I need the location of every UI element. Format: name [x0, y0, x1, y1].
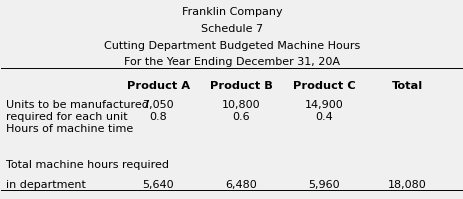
Text: Product A: Product A	[126, 81, 189, 91]
Text: 5,960: 5,960	[308, 180, 339, 190]
Text: 10,800: 10,800	[221, 100, 260, 110]
Text: 0.8: 0.8	[149, 112, 167, 122]
Text: 18,080: 18,080	[387, 180, 425, 190]
Text: Franklin Company: Franklin Company	[181, 7, 282, 17]
Text: Units to be manufactured: Units to be manufactured	[6, 100, 149, 110]
Text: 14,900: 14,900	[304, 100, 343, 110]
Text: Total: Total	[391, 81, 422, 91]
Text: Product B: Product B	[209, 81, 272, 91]
Text: in department: in department	[6, 180, 86, 190]
Text: Schedule 7: Schedule 7	[200, 24, 263, 34]
Text: Total machine hours required: Total machine hours required	[6, 160, 169, 170]
Text: Product C: Product C	[292, 81, 355, 91]
Text: 6,480: 6,480	[225, 180, 257, 190]
Text: 0.4: 0.4	[315, 112, 332, 122]
Text: Hours of machine time: Hours of machine time	[6, 124, 133, 134]
Text: required for each unit: required for each unit	[6, 112, 127, 122]
Text: 5,640: 5,640	[142, 180, 174, 190]
Text: 0.6: 0.6	[232, 112, 250, 122]
Text: 7,050: 7,050	[142, 100, 174, 110]
Text: Cutting Department Budgeted Machine Hours: Cutting Department Budgeted Machine Hour…	[104, 41, 359, 51]
Text: For the Year Ending December 31, 20A: For the Year Ending December 31, 20A	[124, 57, 339, 67]
